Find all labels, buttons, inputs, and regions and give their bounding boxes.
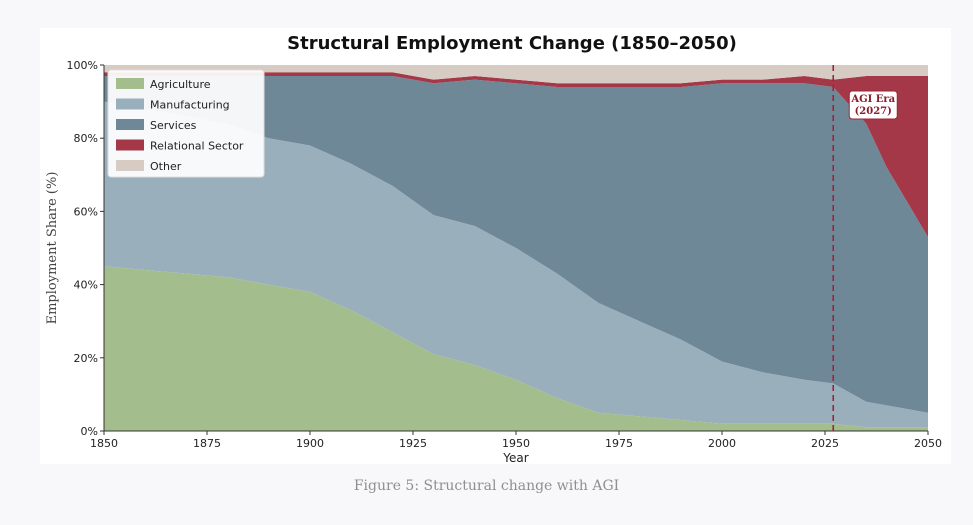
x-tick-label: 2000	[708, 437, 736, 450]
y-tick-label: 20%	[74, 352, 98, 365]
annotations: AGI Era(2027)	[832, 65, 898, 431]
agi-era-label: (2027)	[855, 106, 892, 117]
x-tick-label: 1875	[193, 437, 221, 450]
legend: Agriculture Manufacturing Services Relation…	[107, 69, 265, 178]
y-tick-label: 60%	[74, 205, 98, 218]
axes: 1850 1875 1900 1925 1950 1975 2000 2025 2050 0% 20…	[67, 59, 942, 450]
agi-era-label-box	[848, 90, 898, 120]
figure-caption: Figure 5: Structural change with AGI	[353, 478, 620, 494]
legend-swatch-manufacturing	[116, 98, 144, 110]
x-tick-label: 1950	[502, 437, 530, 450]
y-tick-label: 0%	[81, 425, 98, 438]
agi-era-label: AGI Era	[850, 94, 895, 105]
area-agriculture	[104, 266, 928, 431]
legend-swatch-agriculture	[116, 78, 144, 89]
x-tick-label: 1925	[399, 437, 427, 450]
area-layers	[104, 65, 928, 431]
x-tick-label: 1975	[605, 437, 633, 450]
area-manufacturing	[104, 101, 928, 428]
legend-box	[107, 69, 265, 178]
y-tick-label: 40%	[74, 279, 98, 292]
figure-container: Structural Employment Change (1850–2050)…	[40, 28, 951, 464]
x-tick-label: 2050	[914, 437, 942, 450]
legend-label-relational-sector: Relational Sector	[150, 140, 244, 153]
y-axis-label: Employment Share (%)	[45, 172, 60, 325]
x-tick-label: 2025	[811, 437, 839, 450]
chart-title: Structural Employment Change (1850–2050)	[287, 33, 737, 54]
x-tick-label: 1900	[296, 437, 324, 450]
area-chart: Structural Employment Change (1850–2050)…	[40, 28, 951, 464]
y-tick-label: 80%	[74, 132, 98, 145]
legend-label-other: Other	[150, 160, 182, 173]
legend-swatch-services	[116, 119, 144, 130]
legend-label-manufacturing: Manufacturing	[150, 99, 230, 112]
y-tick-label: 100%	[67, 59, 98, 72]
area-other	[104, 65, 928, 84]
legend-swatch-relational-sector	[116, 139, 144, 151]
x-axis-label: Year	[502, 451, 528, 464]
legend-swatch-other	[116, 160, 144, 171]
area-relational-sector	[104, 72, 928, 237]
x-tick-label: 1850	[90, 437, 118, 450]
legend-label-agriculture: Agriculture	[150, 78, 211, 91]
area-services	[104, 76, 928, 413]
legend-label-services: Services	[150, 119, 197, 132]
